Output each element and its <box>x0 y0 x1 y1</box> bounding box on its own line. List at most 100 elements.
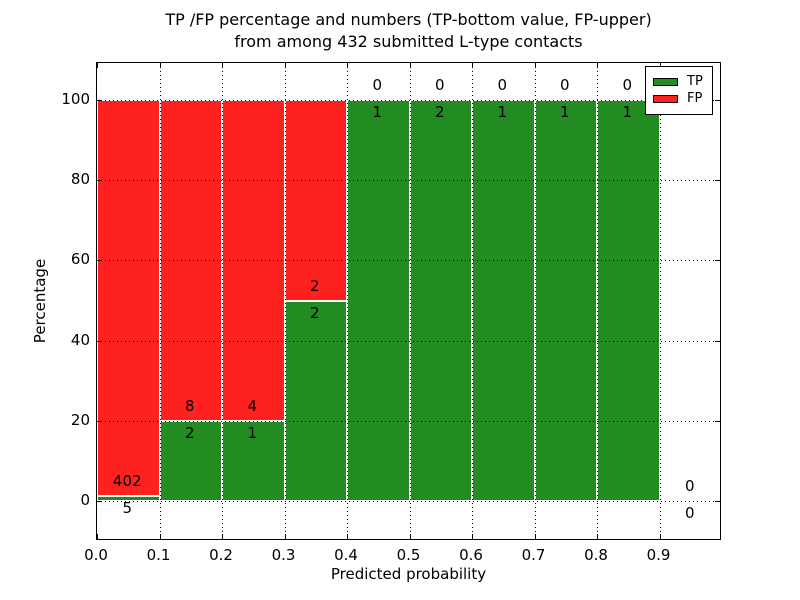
y-tick <box>97 100 102 101</box>
x-tick-label: 0.3 <box>271 546 296 564</box>
grid-line-vertical <box>222 63 223 539</box>
x-tick <box>597 63 598 68</box>
grid-line-vertical <box>347 63 348 539</box>
fp-count-label: 0 <box>497 76 508 94</box>
fp-count-label: 0 <box>559 76 570 94</box>
grid-line-vertical <box>472 63 473 539</box>
tp-count-label: 1 <box>497 103 508 121</box>
tp-count-label: 2 <box>309 303 320 322</box>
y-tick-label: 80 <box>70 170 90 189</box>
tp-count-label: 1 <box>372 103 383 121</box>
x-tick <box>409 63 411 68</box>
x-tick-label: 0.8 <box>584 546 608 564</box>
x-tick-label: 0.7 <box>521 546 546 564</box>
grid-line-vertical <box>409 63 411 539</box>
tp-bar-segment <box>409 100 472 501</box>
y-tick <box>97 420 102 422</box>
y-tick <box>97 260 102 262</box>
x-tick-label: 0.2 <box>209 546 233 564</box>
grid-line-horizontal <box>97 180 720 182</box>
x-tick <box>347 63 348 68</box>
x-tick <box>659 534 661 539</box>
tp-count-label: 0 <box>684 504 695 522</box>
y-tick <box>97 180 102 182</box>
x-tick <box>159 534 161 539</box>
x-tick-label: 0.9 <box>646 546 671 564</box>
x-tick <box>472 534 473 539</box>
grid-line-horizontal <box>97 501 720 502</box>
x-tick-label: 0.5 <box>396 546 421 564</box>
grid-line-horizontal <box>97 340 720 342</box>
y-tick <box>715 180 720 182</box>
legend-label: FP <box>687 91 703 106</box>
y-tick-label: 40 <box>70 330 90 349</box>
x-tick <box>534 63 536 68</box>
chart-title-line1: TP /FP percentage and numbers (TP-bottom… <box>165 10 652 29</box>
y-tick <box>715 501 720 502</box>
tp-count-label: 2 <box>184 423 195 442</box>
fp-bar-segment <box>97 100 160 497</box>
tp-bar-segment <box>97 496 160 501</box>
y-tick-label: 20 <box>70 410 90 429</box>
x-axis-label: Predicted probability <box>330 565 487 583</box>
x-tick <box>97 63 98 68</box>
x-tick <box>97 534 98 539</box>
fp-count-label: 0 <box>372 76 383 94</box>
plot-area <box>96 62 721 540</box>
tp-count-label: 5 <box>122 499 133 518</box>
legend-swatch-fp <box>653 95 678 103</box>
x-tick <box>222 63 223 68</box>
tp-bar-segment <box>534 100 597 501</box>
legend-label: TP <box>687 74 703 89</box>
y-tick <box>97 340 102 342</box>
chart-title: TP /FP percentage and numbers (TP-bottom… <box>96 9 721 53</box>
legend-box: TP FP <box>645 66 713 115</box>
grid-line-vertical <box>659 63 661 539</box>
grid-line-vertical <box>159 63 161 539</box>
y-tick <box>715 340 720 342</box>
x-tick <box>347 534 348 539</box>
tp-count-label: 1 <box>622 103 633 121</box>
tp-count-label: 1 <box>559 103 570 121</box>
fp-count-label: 2 <box>309 276 320 295</box>
x-tick-label: 0.0 <box>84 546 108 564</box>
x-tick <box>597 534 598 539</box>
fp-count-label: 0 <box>622 76 633 94</box>
tp-count-label: 1 <box>247 423 258 442</box>
x-tick <box>534 534 536 539</box>
tp-bar-segment <box>472 100 535 501</box>
y-tick <box>715 420 720 422</box>
fp-count-label: 0 <box>434 76 445 94</box>
x-tick <box>409 534 411 539</box>
x-tick <box>222 534 223 539</box>
x-tick <box>284 534 286 539</box>
grid-line-horizontal <box>97 100 720 101</box>
tp-bar-segment <box>347 100 410 501</box>
grid-line-vertical <box>284 63 286 539</box>
x-tick <box>659 63 661 68</box>
y-tick <box>715 100 720 101</box>
grid-line-horizontal <box>97 260 720 262</box>
grid-line-vertical <box>534 63 536 539</box>
chart-title-line2: from among 432 submitted L-type contacts <box>234 32 583 51</box>
legend-item: TP <box>653 75 703 89</box>
x-tick <box>159 63 161 68</box>
legend-swatch-tp <box>653 78 678 86</box>
fp-bar-segment <box>284 100 347 301</box>
x-tick <box>284 63 286 68</box>
tp-bar-segment <box>284 300 347 501</box>
x-tick <box>472 63 473 68</box>
y-tick <box>97 501 102 502</box>
tp-bar-segment <box>159 420 222 501</box>
fp-count-label: 4 <box>247 396 258 415</box>
tp-count-label: 2 <box>434 103 445 121</box>
y-tick-label: 0 <box>80 491 90 509</box>
fp-count-label: 8 <box>184 396 195 415</box>
fp-count-label: 0 <box>684 477 695 495</box>
grid-line-horizontal <box>97 420 720 422</box>
tp-bar-segment <box>597 100 660 501</box>
y-tick-label: 60 <box>70 250 90 269</box>
x-tick-label: 0.1 <box>146 546 171 564</box>
fp-count-label: 402 <box>112 472 142 491</box>
y-tick <box>715 260 720 262</box>
